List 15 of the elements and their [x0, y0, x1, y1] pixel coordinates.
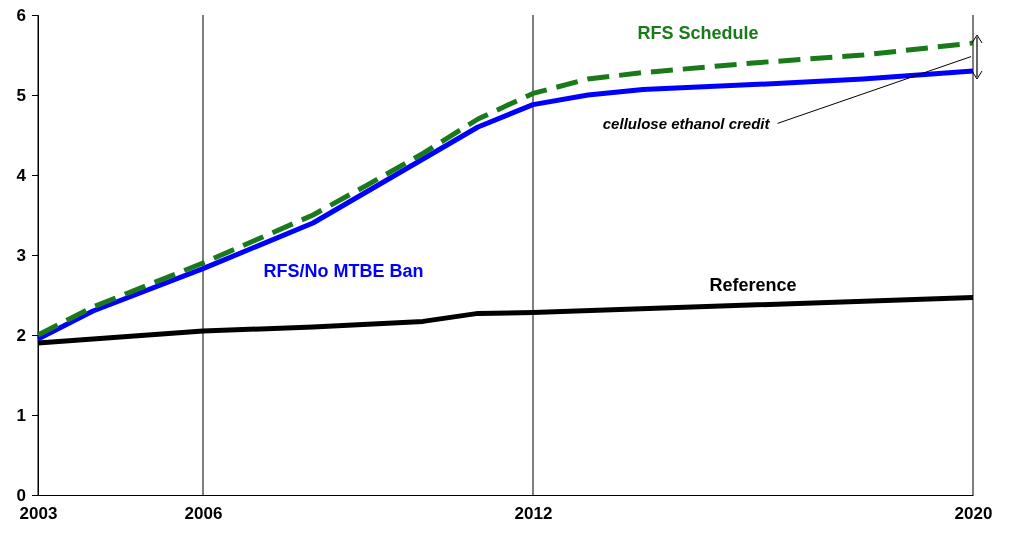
annotation: cellulose ethanol credit — [602, 115, 771, 133]
x-tick-label: 2012 — [514, 504, 553, 524]
y-tick-label: 6 — [16, 5, 26, 25]
y-tick-label: 0 — [16, 485, 26, 505]
y-tick-label: 2 — [16, 325, 26, 345]
y-tick-label: 4 — [16, 165, 27, 185]
x-tick-label: 2003 — [19, 504, 58, 524]
x-tick-label: 2006 — [184, 504, 223, 524]
series-label: RFS/No MTBE Ban — [263, 261, 424, 282]
series-label: RFS Schedule — [637, 23, 759, 43]
x-tick-label: 2020 — [954, 504, 993, 524]
y-tick-label: 3 — [16, 245, 26, 265]
y-tick-label: 5 — [16, 85, 26, 105]
y-tick-label: 1 — [16, 405, 26, 425]
series-label: Reference — [709, 275, 797, 295]
